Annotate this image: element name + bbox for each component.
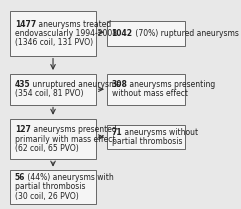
FancyBboxPatch shape xyxy=(10,169,96,204)
FancyBboxPatch shape xyxy=(107,21,185,46)
FancyBboxPatch shape xyxy=(107,125,185,149)
Text: 1477: 1477 xyxy=(15,20,36,29)
Text: unruptured aneurysms: unruptured aneurysms xyxy=(30,80,121,89)
Text: aneurysms presented: aneurysms presented xyxy=(31,125,116,134)
FancyBboxPatch shape xyxy=(10,11,96,56)
Text: without mass effect: without mass effect xyxy=(112,89,188,98)
Text: (44%) aneurysms with: (44%) aneurysms with xyxy=(25,173,114,182)
Text: 56: 56 xyxy=(15,173,25,182)
Text: (70%) ruptured aneurysms: (70%) ruptured aneurysms xyxy=(133,29,238,38)
Text: (354 coil, 81 PVO): (354 coil, 81 PVO) xyxy=(15,89,83,98)
Text: aneurysms presenting: aneurysms presenting xyxy=(127,80,216,89)
Text: endovascularly 1994-2008: endovascularly 1994-2008 xyxy=(15,29,117,38)
Text: 127: 127 xyxy=(15,125,31,134)
FancyBboxPatch shape xyxy=(107,74,185,104)
Text: (1346 coil, 131 PVO): (1346 coil, 131 PVO) xyxy=(15,38,93,47)
Text: aneurysms treated: aneurysms treated xyxy=(36,20,111,29)
FancyBboxPatch shape xyxy=(10,119,96,159)
Text: 435: 435 xyxy=(15,80,31,89)
Text: (30 coil, 26 PVO): (30 coil, 26 PVO) xyxy=(15,192,79,201)
Text: 71: 71 xyxy=(112,128,122,137)
Text: (62 coil, 65 PVO): (62 coil, 65 PVO) xyxy=(15,144,79,153)
Text: 1042: 1042 xyxy=(112,29,133,38)
Text: partial thrombosis: partial thrombosis xyxy=(15,182,85,191)
Text: 308: 308 xyxy=(112,80,127,89)
Text: primarily with mass effect: primarily with mass effect xyxy=(15,135,115,144)
Text: partial thrombosis: partial thrombosis xyxy=(112,137,182,146)
FancyBboxPatch shape xyxy=(10,74,96,104)
Text: aneurysms without: aneurysms without xyxy=(122,128,198,137)
